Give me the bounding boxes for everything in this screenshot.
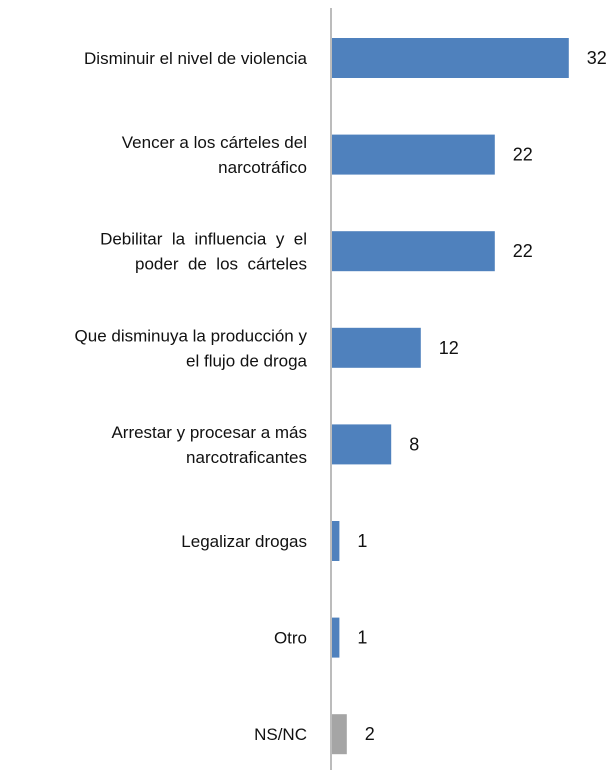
category-label-6: Otro — [274, 629, 307, 648]
category-label-2-line-0: Debilitar la influencia y el — [100, 230, 307, 249]
bar-6 — [332, 617, 340, 658]
category-label-3-line-1: el flujo de droga — [186, 351, 308, 370]
category-label-4-line-0: Arrestar y procesar a más — [111, 423, 307, 442]
category-label-1-line-1: narcotráfico — [218, 158, 307, 177]
category-label-1-line-0: Vencer a los cárteles del — [122, 133, 307, 152]
category-label-0-line-0: Disminuir el nivel de violencia — [84, 49, 308, 68]
category-label-7-line-0: NS/NC — [254, 725, 307, 744]
value-label-1: 22 — [513, 145, 533, 165]
category-label-0: Disminuir el nivel de violencia — [84, 49, 308, 68]
category-label-1: Vencer a los cárteles del narcotráfico — [122, 133, 307, 177]
bar-7 — [332, 714, 347, 755]
category-label-2-line-1: poder de los cárteles — [135, 255, 307, 274]
category-label-5: Legalizar drogas — [181, 532, 307, 551]
bar-2 — [332, 231, 495, 272]
category-label-3: Que disminuya la producción y el flujo de… — [75, 326, 308, 370]
value-label-2: 22 — [513, 241, 533, 261]
bars-group — [332, 38, 569, 755]
category-label-4: Arrestar y procesar a más narcotraficante… — [111, 423, 307, 467]
bar-4 — [332, 424, 392, 465]
value-label-5: 1 — [357, 531, 367, 551]
bar-0 — [332, 38, 569, 78]
category-labels-group: Disminuir el nivel de violencia Vencer a … — [75, 49, 308, 744]
value-label-3: 12 — [439, 338, 459, 358]
category-label-7: NS/NC — [254, 725, 307, 744]
value-label-7: 2 — [365, 724, 375, 744]
bar-1 — [332, 134, 495, 175]
category-label-2: Debilitar la influencia y el poder de los… — [100, 230, 307, 274]
value-label-4: 8 — [409, 434, 419, 454]
category-label-6-line-0: Otro — [274, 629, 307, 648]
value-label-6: 1 — [357, 628, 367, 648]
category-label-3-line-0: Que disminuya la producción y — [75, 326, 308, 345]
category-label-4-line-1: narcotraficantes — [186, 448, 307, 467]
bar-5 — [332, 521, 340, 561]
value-label-0: 32 — [587, 48, 607, 68]
bar-3 — [332, 327, 421, 368]
category-label-5-line-0: Legalizar drogas — [181, 532, 307, 551]
